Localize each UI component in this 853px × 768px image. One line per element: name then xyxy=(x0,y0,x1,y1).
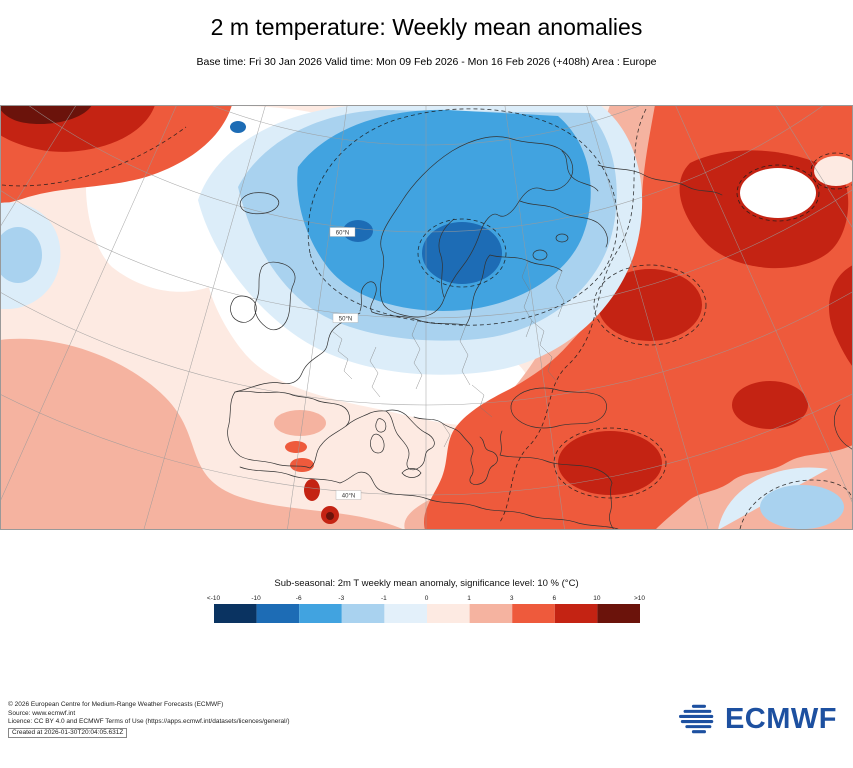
significance-contours xyxy=(1,108,853,530)
svg-text:40°N: 40°N xyxy=(342,494,355,500)
colorbar-segment xyxy=(256,604,299,623)
red-core-russia xyxy=(598,269,702,341)
blue-spot-north xyxy=(230,121,246,133)
colorbar-tick: -10 xyxy=(251,595,261,602)
colorbar xyxy=(213,604,640,623)
red-core-anatolia xyxy=(558,431,662,495)
legend: Sub-seasonal: 2m T weekly mean anomaly, … xyxy=(0,578,853,623)
graticule-label-40n: 40°N xyxy=(335,490,362,500)
blue-patch-west-core xyxy=(0,227,42,283)
pink-patch-iberia xyxy=(274,410,326,436)
ecmwf-logo: ECMWF xyxy=(678,701,837,737)
footer-licence: Licence: CC BY 4.0 and ECMWF Terms of Us… xyxy=(8,718,290,725)
country-borders xyxy=(331,260,565,448)
colorbar-tick: 1 xyxy=(467,595,471,602)
red-spot-westmed-1 xyxy=(304,479,320,501)
colorbar-segment xyxy=(383,604,427,623)
white-patch-northeast-1 xyxy=(740,168,816,218)
red-core-caspian xyxy=(732,381,808,429)
colorbar-segment xyxy=(426,604,470,623)
red-spot-iberia-1 xyxy=(285,441,307,453)
colorbar-segment xyxy=(213,604,257,623)
colorbar-segment xyxy=(298,604,342,623)
ecmwf-logo-text: ECMWF xyxy=(724,702,837,735)
colorbar-tick: 3 xyxy=(509,595,514,602)
legend-title: Sub-seasonal: 2m T weekly mean anomaly, … xyxy=(274,578,579,589)
colorbar-tick: 0 xyxy=(424,595,429,602)
darkred-core-corner xyxy=(0,105,92,125)
colorbar-segment xyxy=(596,604,640,623)
svg-text:60°N: 60°N xyxy=(336,231,349,237)
colorbar-tick: -6 xyxy=(295,595,302,602)
graticule-label-50n: 50°N xyxy=(332,313,359,323)
ecmwf-logo-icon xyxy=(678,704,714,734)
red-core-east-edge xyxy=(829,265,853,367)
coastlines xyxy=(227,136,853,531)
colorbar-tick: 6 xyxy=(552,595,557,602)
chart-header: 2 m temperature: Weekly mean anomalies B… xyxy=(0,0,853,68)
colorbar-ticks: <-10 -10 -6 -3 -1 0 1 3 6 10 >10 xyxy=(207,593,645,604)
colorbar-tick: -1 xyxy=(381,595,387,602)
blue-patch-southeast-core xyxy=(760,485,844,529)
graticule-label-60n: 60°N xyxy=(329,227,356,237)
red-spot-iberia-2 xyxy=(290,458,314,472)
footer-created: Created at 2026-01-30T20:04:05.631Z xyxy=(8,727,128,738)
colorbar-segment xyxy=(469,604,512,623)
footer-source: Source: www.ecmwf.int xyxy=(8,709,76,717)
colorbar-tick: >10 xyxy=(633,595,646,602)
footer: © 2026 European Centre for Medium-Range … xyxy=(8,701,290,738)
colorbar-segment xyxy=(554,604,597,623)
colorbar-segment xyxy=(341,604,384,623)
svg-text:50°N: 50°N xyxy=(339,317,352,323)
page-title: 2 m temperature: Weekly mean anomalies xyxy=(210,14,643,40)
colorbar-tick: 10 xyxy=(593,595,601,602)
colorbar-segment xyxy=(511,604,555,623)
white-patch-northeast-2 xyxy=(814,156,853,186)
pink-region-southwest xyxy=(0,338,405,530)
footer-copyright: © 2026 European Centre for Medium-Range … xyxy=(8,701,224,708)
colorbar-tick: -3 xyxy=(338,595,345,602)
base-valid-time: Base time: Fri 30 Jan 2026 Valid time: M… xyxy=(196,56,657,68)
darkred-spot-westmed xyxy=(326,512,334,520)
colorbar-tick: <-10 xyxy=(206,595,221,602)
blue-core xyxy=(297,109,591,311)
